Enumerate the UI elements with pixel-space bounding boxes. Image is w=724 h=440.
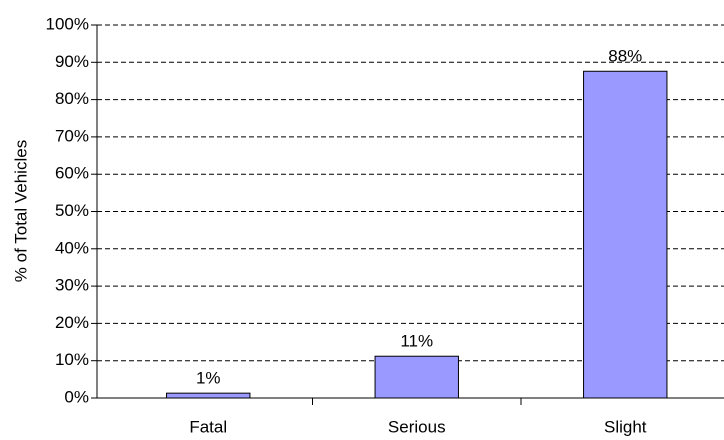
value-label: 88% [608,47,642,66]
value-label: 1% [196,369,221,388]
y-tick-label: 90% [55,52,89,71]
y-tick-label: 10% [55,350,89,369]
y-tick-label: 80% [55,89,89,108]
y-tick-label: 50% [55,201,89,220]
bar [374,355,459,399]
y-tick-label: 40% [55,238,89,257]
y-tick-label: 0% [64,387,89,406]
y-tick-label: 100% [46,14,89,33]
bar [583,70,668,399]
bar [166,392,251,399]
y-axis-label: % of Total Vehicles [11,140,30,282]
x-tick-label: Serious [388,417,446,436]
y-tick-label: 20% [55,313,89,332]
value-label: 11% [400,332,433,351]
x-tick-label: Fatal [189,417,227,436]
y-tick-label: 70% [55,126,89,145]
x-tick-label: Slight [604,417,647,436]
y-tick-label: 60% [55,164,89,183]
y-tick-label: 30% [55,276,89,295]
